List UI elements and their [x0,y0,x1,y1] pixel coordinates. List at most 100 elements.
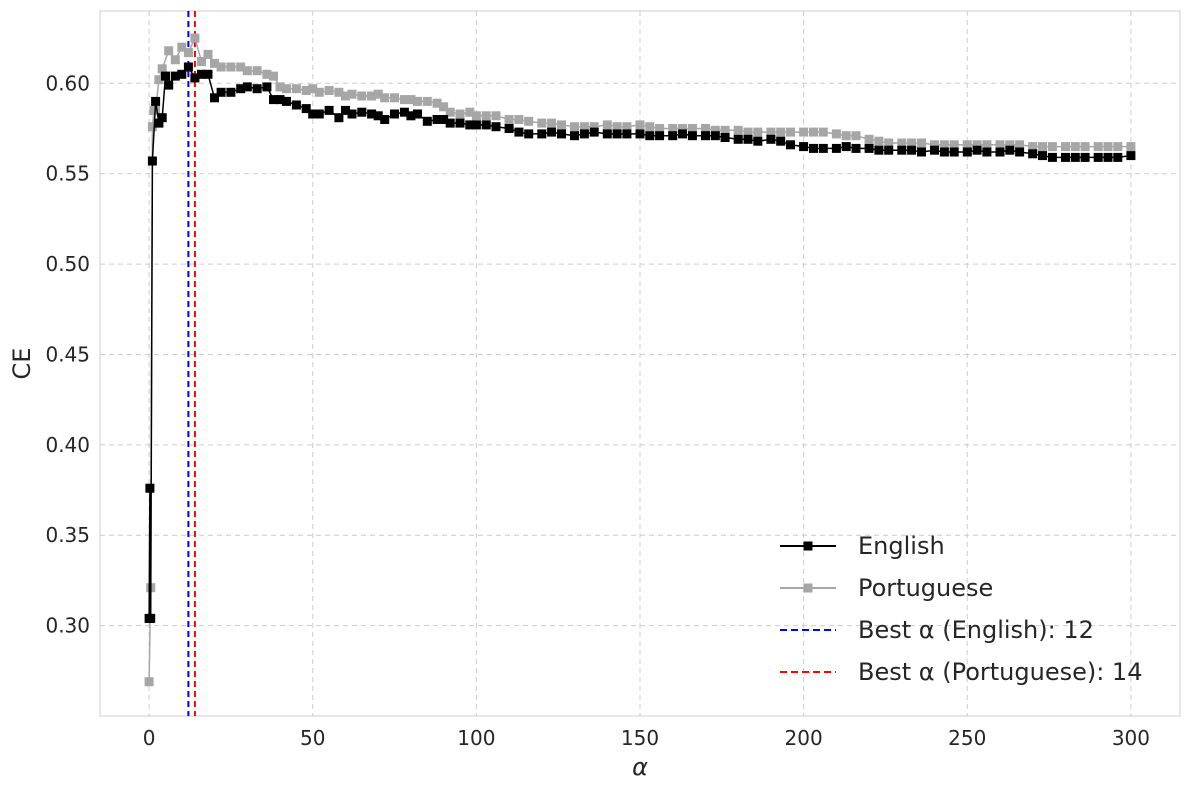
data-point [210,58,219,68]
data-point [422,96,432,106]
data-point [1113,152,1123,162]
data-point [282,96,291,106]
data-point [678,129,687,139]
data-point [183,62,193,72]
data-point [170,55,180,65]
data-point [504,115,514,124]
data-point [1113,142,1123,152]
data-point [308,109,318,119]
data-point [995,147,1005,157]
data-point [786,127,795,137]
legend-label: Portuguese [858,574,993,602]
data-point [147,156,157,166]
data-point [557,120,566,130]
data-point [157,113,167,123]
data-point [733,134,743,144]
data-point [570,131,579,141]
legend-marker [803,583,813,593]
data-point [776,136,786,146]
data-point [367,91,377,101]
data-point [262,82,272,92]
data-point [373,89,383,99]
data-point [864,143,874,153]
data-point [216,87,226,97]
data-point [190,33,200,43]
data-point [399,107,409,117]
data-point [612,122,622,132]
data-point [471,120,481,130]
data-point [341,105,350,115]
legend-entry: Best α (English): 12 [780,616,1094,644]
data-point [432,98,442,108]
data-point [275,95,285,105]
data-point [308,84,318,94]
data-point [668,124,678,133]
data-point [917,138,926,148]
data-point [949,140,959,150]
y-tick-label: 0.40 [45,433,90,457]
data-point [1093,152,1103,162]
y-tick-label: 0.45 [45,342,90,366]
data-point [668,131,678,141]
data-point [1038,151,1047,161]
data-point [226,87,236,97]
data-point [753,136,763,146]
data-point [635,129,645,139]
data-point [291,84,301,94]
data-point [930,145,939,155]
data-point [720,133,730,142]
data-point [949,147,959,157]
legend-label: English [858,532,945,560]
data-point [939,140,949,150]
data-point [710,131,720,141]
data-point [1005,145,1015,155]
data-point [655,124,665,133]
data-point [841,131,851,141]
data-point [809,143,818,153]
data-point [1005,140,1015,150]
data-point [314,87,324,97]
legend-marker [803,541,813,551]
data-point [776,127,786,137]
x-tick-label: 200 [785,726,823,750]
data-point [334,87,344,97]
data-point [589,127,599,137]
data-point [203,49,213,59]
data-point [154,75,164,85]
data-point [203,69,213,79]
x-tick-label: 0 [143,726,156,750]
data-point [743,134,753,144]
data-point [164,46,174,56]
data-point [491,122,501,132]
data-point [864,134,874,144]
data-point [1047,142,1057,152]
data-point [301,86,311,95]
data-point [465,120,475,130]
data-point [622,129,632,139]
data-point [710,125,720,135]
legend: English Portuguese Best α (English): 12 Bes… [780,532,1142,686]
data-point [314,109,324,119]
data-point [602,129,612,139]
y-axis-label: CE [8,348,36,380]
plot-frame [99,10,1181,717]
data-point [589,122,599,132]
data-point [252,66,262,76]
data-point [390,93,399,103]
data-point [432,115,442,124]
data-point [1047,152,1057,162]
series-portuguese [144,33,1136,687]
data-point [1028,149,1038,159]
data-point [367,109,377,119]
y-tick-label: 0.30 [45,614,90,638]
data-point [612,129,622,139]
data-point [291,100,301,110]
data-point [799,142,809,152]
data-point [190,73,200,83]
data-point [170,71,180,81]
data-point [439,102,449,112]
x-tick-label: 150 [621,726,659,750]
data-point [753,127,763,137]
data-point [439,115,449,124]
